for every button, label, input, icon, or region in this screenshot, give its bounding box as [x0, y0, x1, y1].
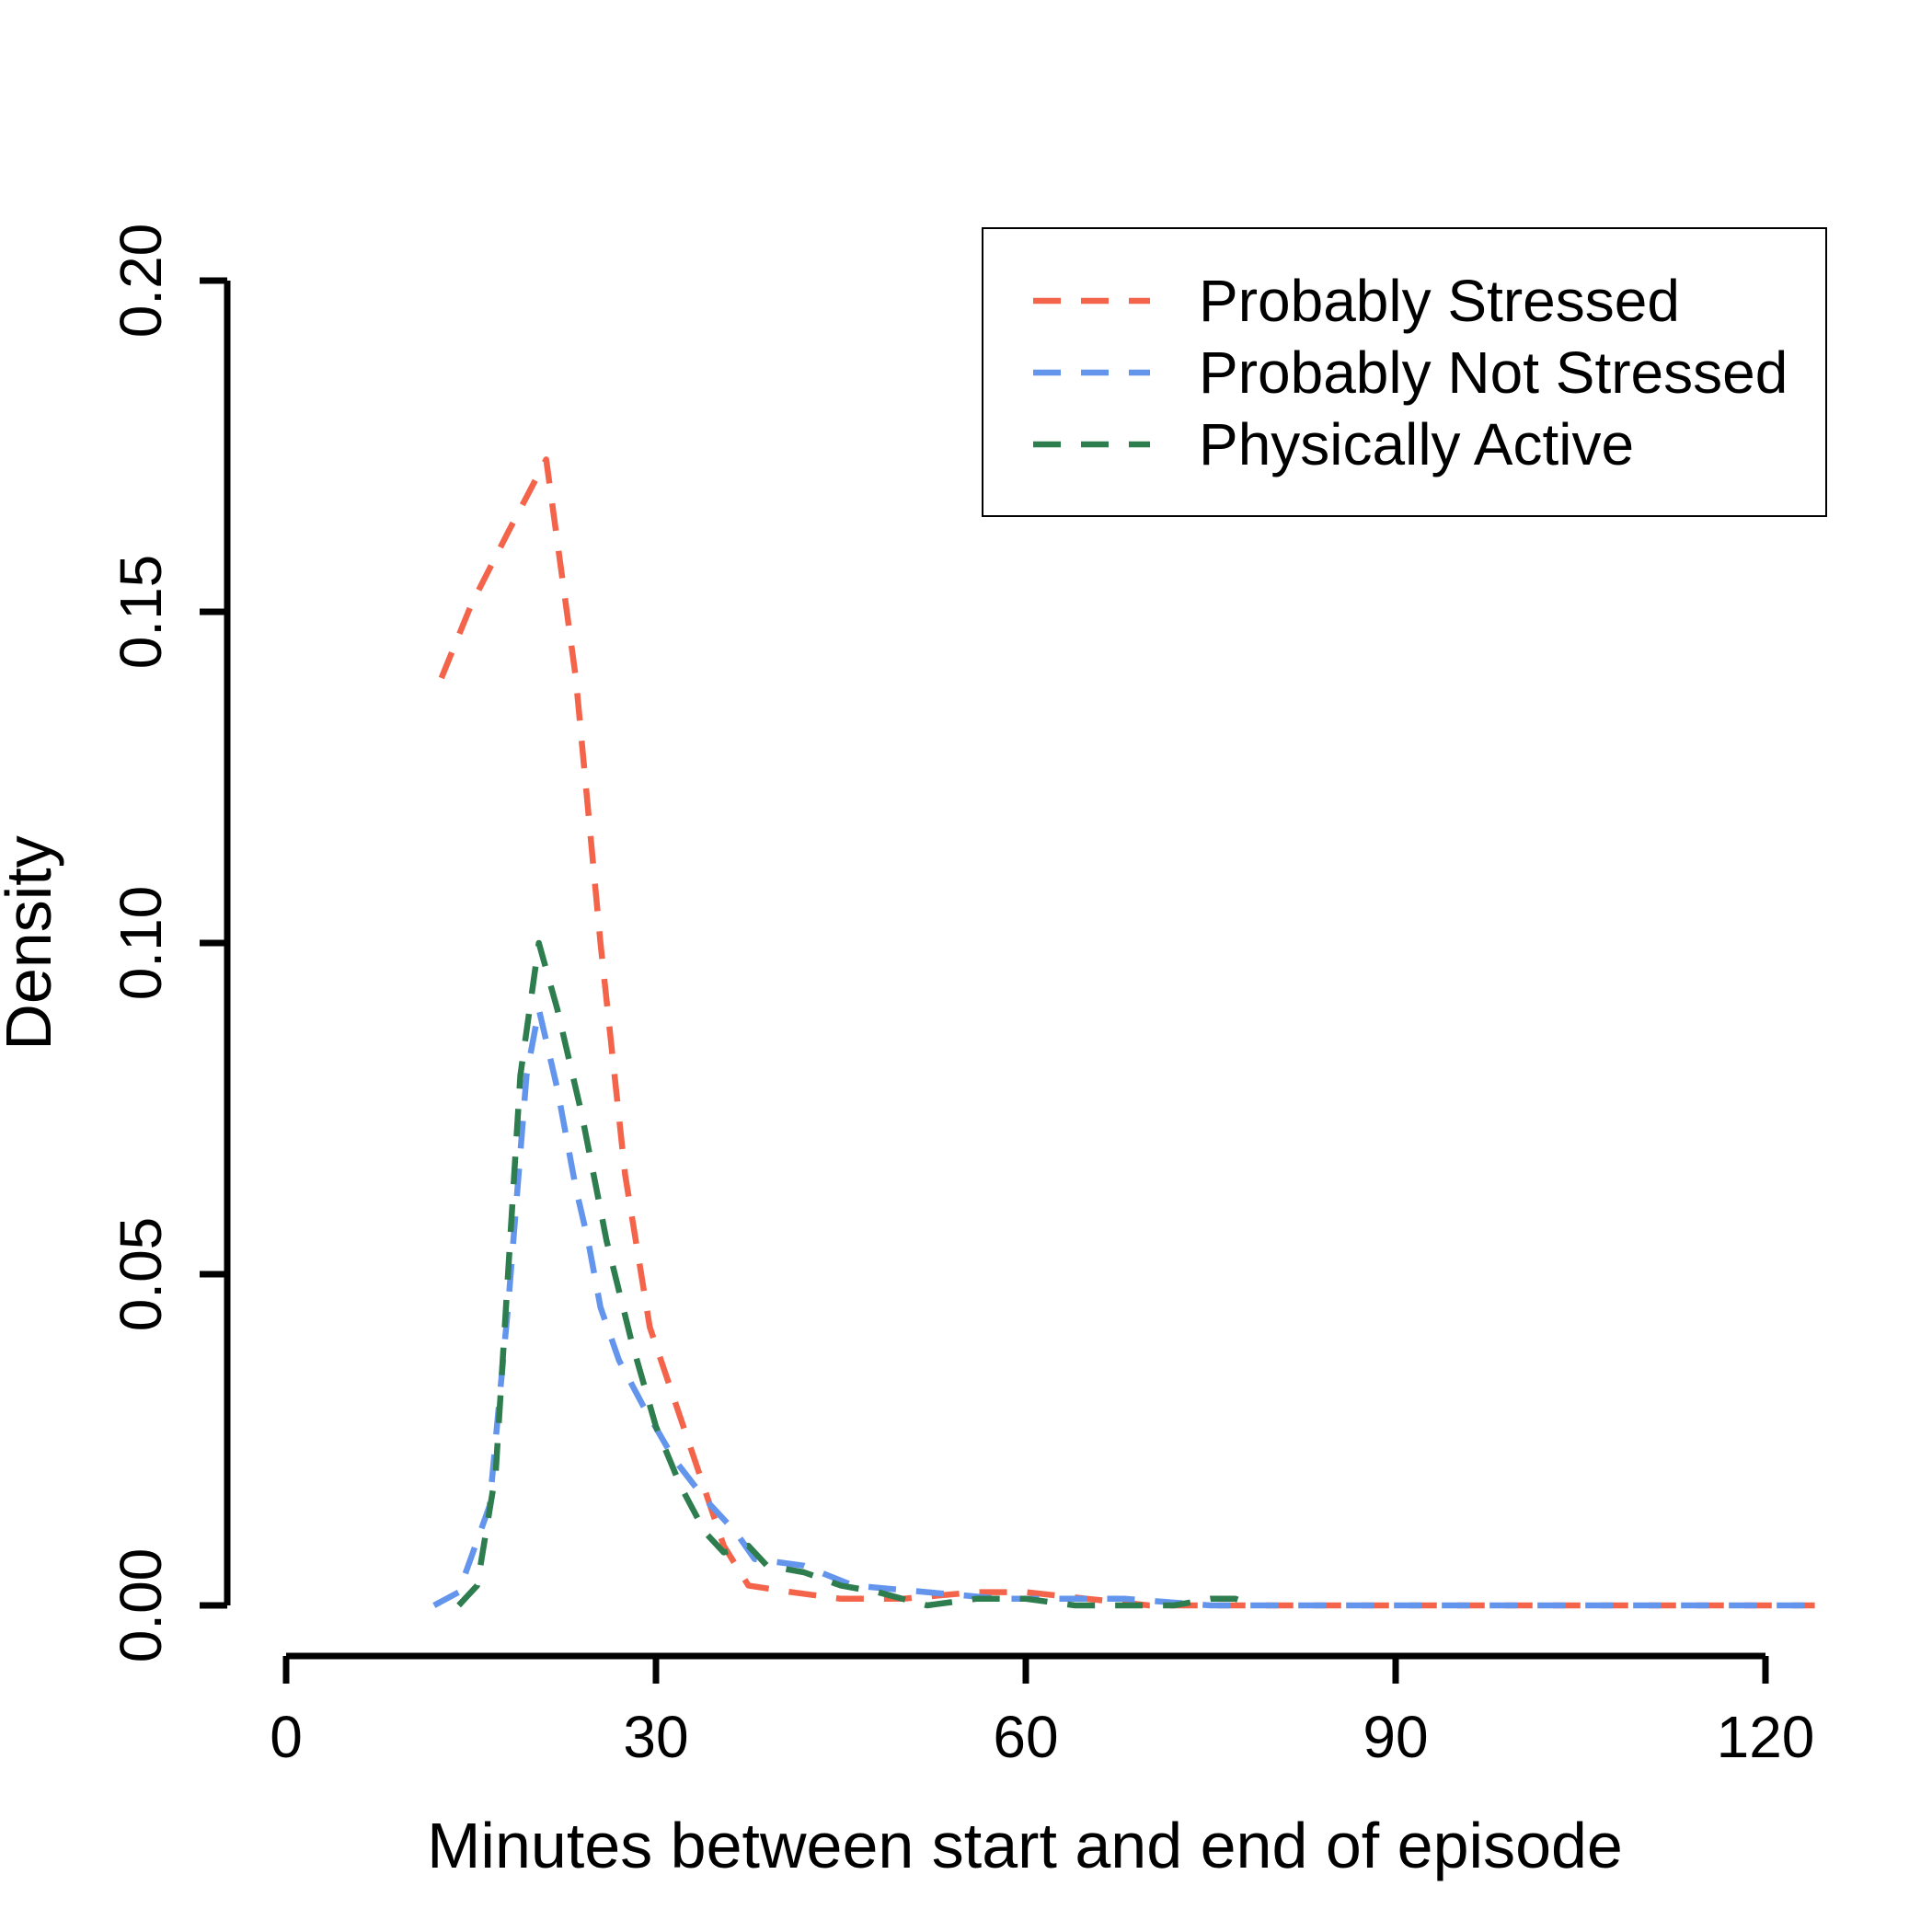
legend-label-2: Probably Not Stressed	[1199, 339, 1788, 406]
series-line-3	[456, 939, 1255, 1609]
series-line-1	[438, 456, 1815, 1609]
x-axis: 0 30 60 90 120	[270, 1652, 1815, 1770]
y-tick-label: 0.20	[108, 224, 174, 339]
legend-label-1: Probably Stressed	[1199, 268, 1680, 334]
y-axis-title: Density	[0, 835, 64, 1050]
legend-label-3: Physically Active	[1199, 411, 1634, 477]
y-tick-label: 0.05	[108, 1217, 174, 1332]
x-tick-label: 120	[1717, 1704, 1815, 1770]
series-line-2	[432, 1006, 1815, 1609]
x-tick-label: 90	[1363, 1704, 1428, 1770]
y-axis: 0.00 0.05 0.10 0.15 0.20	[108, 224, 231, 1663]
series-layer	[432, 456, 1815, 1609]
y-tick-label: 0.15	[108, 555, 174, 670]
x-tick-label: 0	[270, 1704, 303, 1770]
x-tick-label: 60	[993, 1704, 1058, 1770]
x-tick-label: 30	[623, 1704, 688, 1770]
x-axis-title: Minutes between start and end of episode	[427, 1810, 1623, 1881]
legend-box	[982, 227, 1827, 517]
y-tick-label: 0.10	[108, 886, 174, 1001]
y-tick-label: 0.00	[108, 1548, 174, 1663]
